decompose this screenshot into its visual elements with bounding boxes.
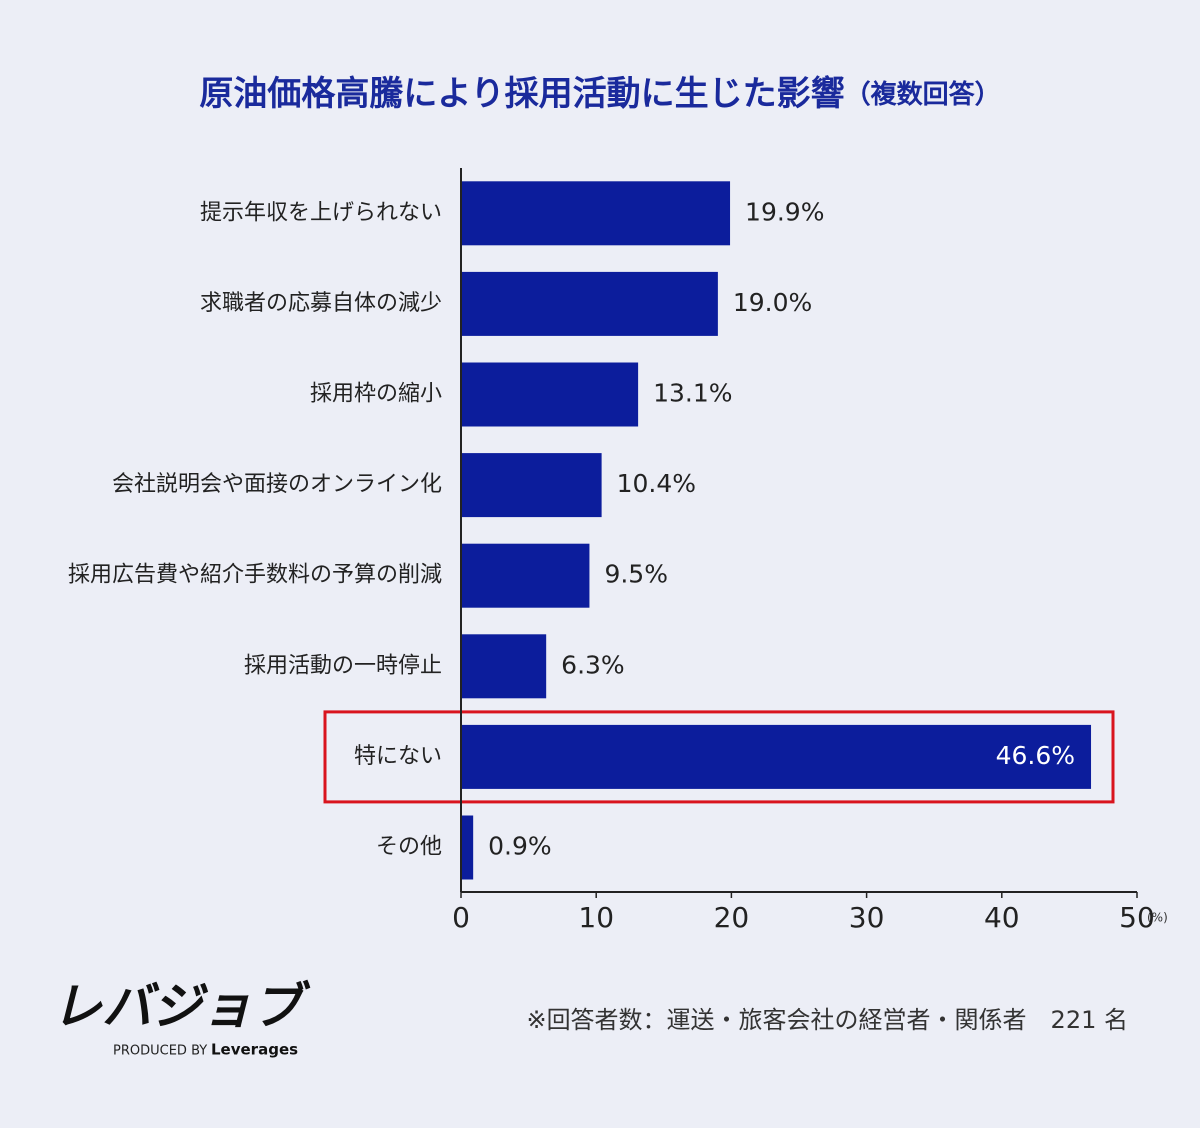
value-label: 10.4% [617,469,696,498]
x-tick-label: 20 [714,901,750,934]
value-label: 19.0% [733,288,812,317]
bar [461,271,718,336]
category-label: 提示年収を上げられない [200,200,442,225]
bar [461,181,731,246]
bar [461,724,1092,789]
x-tick-label: 30 [849,901,885,934]
category-label: 採用活動の一時停止 [244,653,442,678]
x-unit: (%) [1147,911,1168,925]
x-tick-label: 10 [578,901,614,934]
bar [461,453,602,518]
value-label: 13.1% [653,379,732,408]
bar [461,815,474,880]
highlight-box [323,710,1115,804]
subtitle: （複数回答） [845,79,1001,110]
category-label: 採用枠の縮小 [310,382,442,407]
value-label: 46.6% [996,741,1075,770]
title: 原油価格高騰により採用活動に生じた影響 [199,74,844,114]
value-label: 19.9% [745,197,824,226]
value-label: 0.9% [488,832,552,861]
x-tick-label: 0 [452,901,470,934]
category-label: その他 [376,835,442,860]
bar [461,634,547,699]
category-label: 特にない [354,744,442,769]
chart-title: 原油価格高騰により採用活動に生じた影響（複数回答） [199,74,1000,114]
category-label: 会社説明会や面接のオンライン化 [112,472,442,497]
logo-company: Leverages [211,1041,298,1059]
category-label: 採用広告費や紹介手数料の予算の削減 [68,563,442,588]
bar [461,362,639,427]
logo-produced-by: PRODUCED BY [113,1044,207,1059]
note: ※回答者数：運送・旅客会社の経営者・関係者 221 名 [526,1006,1128,1034]
category-label: 求職者の応募自体の減少 [200,291,442,316]
x-tick-label: 40 [984,901,1020,934]
value-label: 6.3% [561,650,625,679]
x-tick-label: 50 [1119,901,1155,934]
logo-name: レバジョブ [52,978,311,1036]
value-label: 9.5% [604,560,668,589]
bar [461,543,590,608]
